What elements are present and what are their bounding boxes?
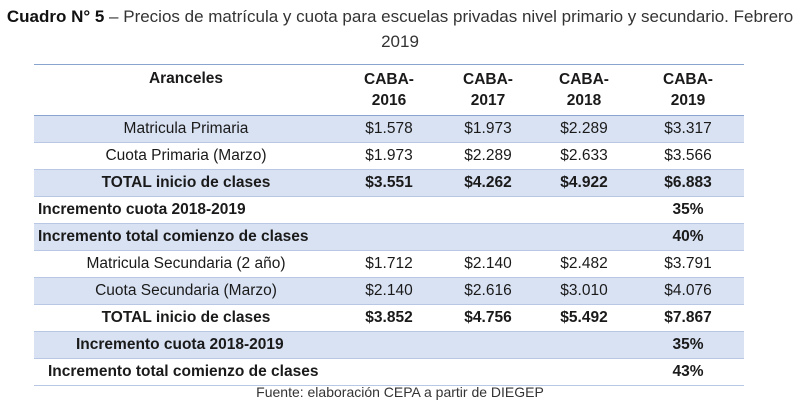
cell-value (536, 196, 632, 224)
cell-value: $2.616 (440, 277, 536, 305)
cell-value: 43% (632, 358, 744, 386)
tuition-table: Aranceles CABA- 2016 CABA- 2017 CABA- 20… (34, 64, 744, 386)
table-row: Cuota Secundaria (Marzo) $2.140 $2.616 $… (34, 277, 744, 305)
cell-value: $3.791 (632, 250, 744, 278)
table-row-increment: Incremento total comienzo de clases 43% (34, 358, 744, 386)
cell-value (536, 223, 632, 251)
row-label: Incremento cuota 2018-2019 (34, 331, 338, 359)
table-row-total: TOTAL inicio de clases $3.551 $4.262 $4.… (34, 169, 744, 197)
cell-value: $3.317 (632, 115, 744, 143)
caption-text: – Precios de matrícula y cuota para escu… (104, 7, 794, 51)
row-label: Matricula Primaria (34, 115, 338, 143)
cell-value: $3.551 (338, 169, 440, 197)
cell-value: $6.883 (632, 169, 744, 197)
cell-value: $2.289 (440, 142, 536, 170)
row-label: Cuota Secundaria (Marzo) (34, 277, 338, 305)
table-row-increment: Incremento cuota 2018-2019 35% (34, 331, 744, 359)
cell-value: 40% (632, 223, 744, 251)
caption-number: Cuadro N° 5 (6, 7, 105, 26)
cell-value: $1.712 (338, 250, 440, 278)
header-caba-2017: CABA- 2017 (440, 64, 536, 116)
table-row-increment: Incremento cuota 2018-2019 35% (34, 196, 744, 224)
cell-value: $1.578 (338, 115, 440, 143)
cell-value (440, 331, 536, 359)
table-row: Matricula Secundaria (2 año) $1.712 $2.1… (34, 250, 744, 278)
table-row: Matricula Primaria $1.578 $1.973 $2.289 … (34, 115, 744, 143)
cell-value: $4.922 (536, 169, 632, 197)
cell-value (536, 358, 632, 386)
cell-value (440, 223, 536, 251)
cell-value: $4.076 (632, 277, 744, 305)
cell-value: $3.852 (338, 304, 440, 332)
cell-value: $1.973 (440, 115, 536, 143)
header-aranceles: Aranceles (34, 64, 338, 116)
cell-value: $4.262 (440, 169, 536, 197)
cell-value: $5.492 (536, 304, 632, 332)
cell-value (338, 358, 440, 386)
cell-value: $2.482 (536, 250, 632, 278)
cell-value: $2.633 (536, 142, 632, 170)
source-note: Fuente: elaboración CEPA a partir de DIE… (256, 384, 544, 400)
table-row-increment: Incremento total comienzo de clases 40% (34, 223, 744, 251)
cell-value (338, 223, 440, 251)
row-label: Incremento total comienzo de clases (34, 223, 338, 251)
cell-value: 35% (632, 196, 744, 224)
cell-value: $2.140 (338, 277, 440, 305)
cell-value: 35% (632, 331, 744, 359)
row-label: Incremento cuota 2018-2019 (34, 196, 338, 224)
row-label: TOTAL inicio de clases (34, 304, 338, 332)
cell-value: $2.289 (536, 115, 632, 143)
row-label: Cuota Primaria (Marzo) (34, 142, 338, 170)
table-row-total: TOTAL inicio de clases $3.852 $4.756 $5.… (34, 304, 744, 332)
cell-value (440, 196, 536, 224)
cell-value (338, 196, 440, 224)
row-label: Matricula Secundaria (2 año) (34, 250, 338, 278)
header-row: Aranceles CABA- 2016 CABA- 2017 CABA- 20… (34, 64, 744, 116)
cell-value: $3.566 (632, 142, 744, 170)
header-caba-2018: CABA- 2018 (536, 64, 632, 116)
cell-value (338, 331, 440, 359)
cell-value: $7.867 (632, 304, 744, 332)
table-caption: Cuadro N° 5 – Precios de matrícula y cuo… (0, 4, 800, 54)
cell-value: $3.010 (536, 277, 632, 305)
header-caba-2019: CABA- 2019 (632, 64, 744, 116)
cell-value (440, 358, 536, 386)
cell-value: $4.756 (440, 304, 536, 332)
row-label: TOTAL inicio de clases (34, 169, 338, 197)
cell-value (536, 331, 632, 359)
table-row: Cuota Primaria (Marzo) $1.973 $2.289 $2.… (34, 142, 744, 170)
cell-value: $2.140 (440, 250, 536, 278)
header-caba-2016: CABA- 2016 (338, 64, 440, 116)
cell-value: $1.973 (338, 142, 440, 170)
row-label: Incremento total comienzo de clases (34, 358, 338, 386)
